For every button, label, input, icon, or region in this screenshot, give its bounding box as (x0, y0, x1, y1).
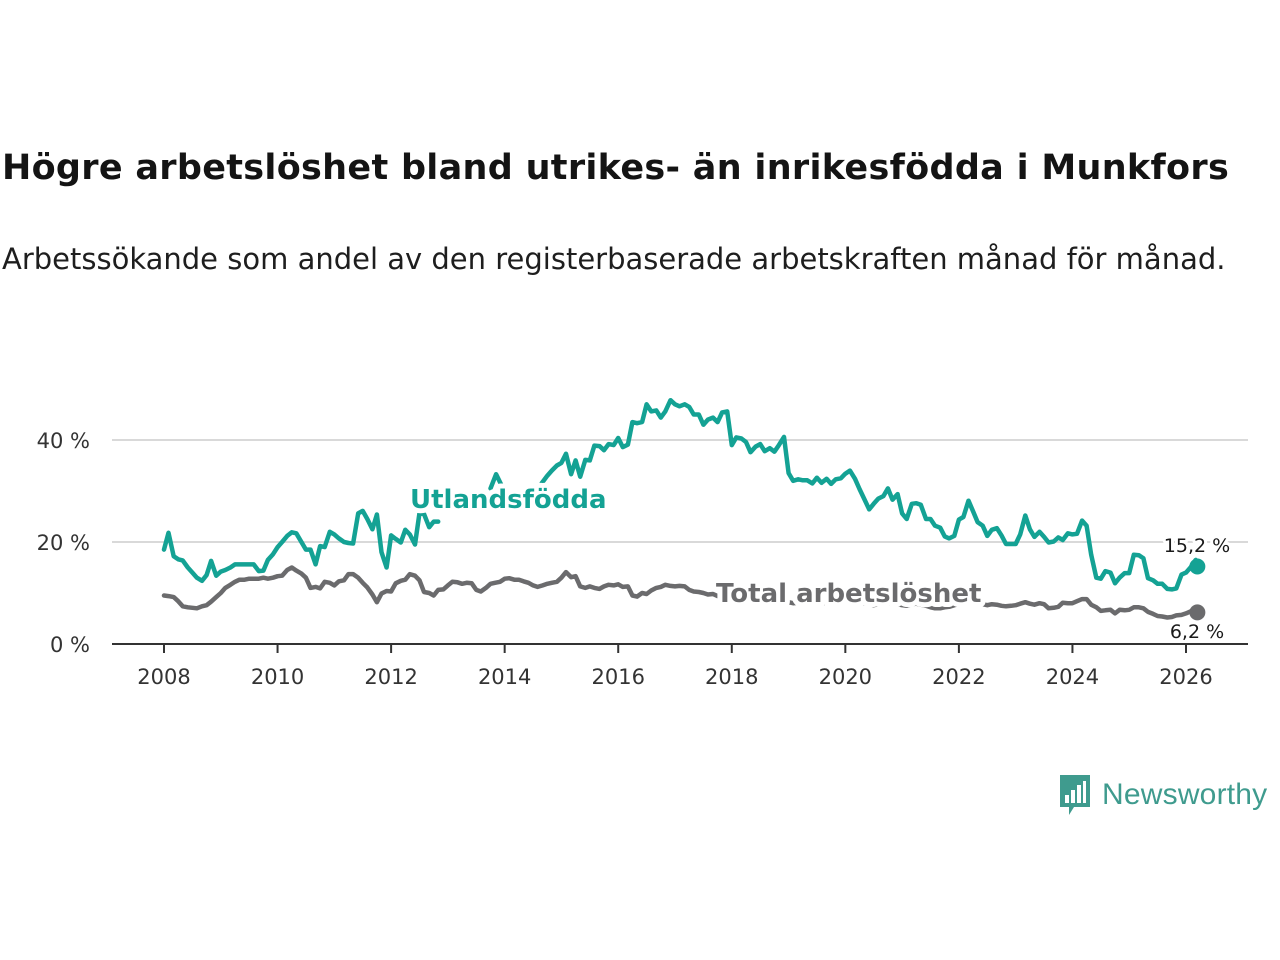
axes: 0 % 20 % 40 % 2008 2010 2012 2014 2016 2018 2020 2… (37, 429, 1248, 689)
end-label-foreign_born: 15,2 % (1164, 535, 1230, 557)
x-tick-label: 2012 (364, 665, 417, 689)
x-tick-label: 2008 (137, 665, 190, 689)
series-lines (161, 397, 1206, 621)
chart-subtitle: Arbetssökande som andel av den registerb… (2, 242, 1226, 276)
series-label-halo-foreign_born: Utlandsfödda (410, 485, 607, 515)
y-tick-label: 40 % (37, 429, 90, 453)
end-point-total (1189, 604, 1206, 621)
series-label-foreign_born: Utlandsfödda (410, 485, 607, 515)
brand-logo[interactable]: Newsworthy (1058, 772, 1267, 818)
x-tick-label: 2020 (819, 665, 872, 689)
y-tick-label: 0 % (50, 633, 90, 657)
chart-title: Högre arbetslöshet bland utrikes- än inr… (2, 148, 1230, 188)
newsworthy-logo-icon (1060, 775, 1090, 815)
end-label-total: 6,2 % (1170, 621, 1224, 643)
end-label-halo-total: 6,2 % (1170, 621, 1224, 643)
x-tick-label: 2018 (705, 665, 758, 689)
series-line-total (161, 565, 1203, 620)
end-label-halo-foreign_born: 15,2 % (1164, 535, 1230, 557)
y-tick-label: 20 % (37, 531, 90, 555)
x-tick-label: 2024 (1046, 665, 1099, 689)
brand-name: Newsworthy (1102, 778, 1268, 811)
x-tick-label: 2022 (932, 665, 985, 689)
x-tick-label: 2026 (1159, 665, 1212, 689)
x-tick-label: 2010 (251, 665, 304, 689)
series-label-total: Total arbetslöshet (716, 579, 981, 609)
series-label-halo-total: Total arbetslöshet (716, 579, 981, 609)
x-tick-label: 2016 (591, 665, 644, 689)
series-line-foreign_born (161, 397, 1198, 592)
end-point-foreign_born (1189, 558, 1206, 575)
x-tick-label: 2014 (478, 665, 531, 689)
